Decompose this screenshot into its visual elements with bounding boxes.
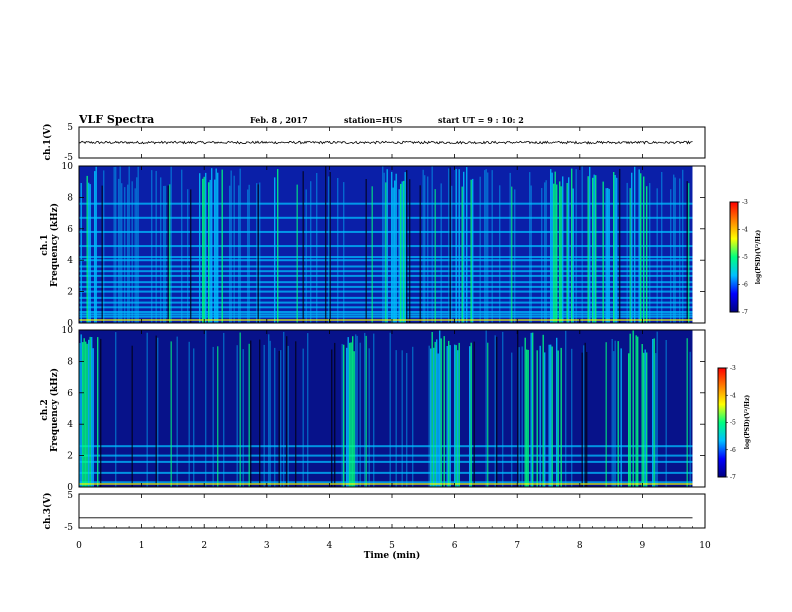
ch1-colorbar: -3 -4 -5 -6 -7 log(PSD)(V²/Hz) xyxy=(729,199,762,316)
ch1-ytick-bottom: -5 xyxy=(64,153,73,163)
ytick-label: 2 xyxy=(67,452,73,462)
ytick-label: 2 xyxy=(67,288,73,298)
ytick-label: 8 xyxy=(67,357,73,367)
ch2-frequency-ylabel: Frequency (kHz) xyxy=(49,368,60,452)
ch1-channel-label: ch.1 xyxy=(40,234,50,255)
colorbar-tick-label: -5 xyxy=(742,254,748,261)
ch1-waveform-trace xyxy=(78,140,693,145)
colorbar-tick-label: -5 xyxy=(730,420,736,427)
colorbar-tick-label: -3 xyxy=(730,365,736,372)
ch1-colorbar-label: log(PSD)(V²/Hz) xyxy=(755,230,762,285)
xtick-label: 8 xyxy=(577,541,583,551)
colorbar-tick-label: -6 xyxy=(730,447,736,454)
start-time-label: start UT = 9 : 10: 2 xyxy=(438,115,524,125)
xtick-label: 3 xyxy=(264,541,270,551)
ytick-label: 6 xyxy=(67,389,73,399)
ch1-spectrogram-yticks: 0 2 4 6 8 10 xyxy=(62,162,705,329)
ch2-colorbar-label: log(PSD)(V²/Hz) xyxy=(744,395,751,450)
station-label: station=HUS xyxy=(344,115,403,125)
ytick-label: 6 xyxy=(67,225,73,235)
xtick-label: 4 xyxy=(327,541,333,551)
ch2-colorbar-gradient xyxy=(718,368,726,477)
colorbar-tick-label: -4 xyxy=(742,227,748,234)
ch1-colorbar-gradient xyxy=(730,202,738,312)
ytick-label: 0 xyxy=(67,483,73,493)
ch2-spectrogram-image xyxy=(79,330,693,487)
colorbar-tick-label: -3 xyxy=(742,199,748,206)
ch2-colorbar: -3 -4 -5 -6 -7 log(PSD)(V²/Hz) xyxy=(717,365,751,481)
colorbar-tick-label: -7 xyxy=(730,474,736,481)
time-axis: 0 1 2 3 4 5 6 7 8 9 10 xyxy=(76,127,711,551)
xtick-label: 10 xyxy=(699,541,711,551)
xtick-label: 6 xyxy=(452,541,458,551)
ch1-spectrogram-panel: 0 2 4 6 8 10 ch.1 Frequency (kHz) xyxy=(40,162,706,329)
colorbar-tick-label: -7 xyxy=(742,309,748,316)
xtick-label: 1 xyxy=(139,541,145,551)
xtick-label: 5 xyxy=(389,541,395,551)
ytick-label: 4 xyxy=(67,420,73,430)
ytick-label: 0 xyxy=(67,319,73,329)
colorbar-tick-label: -6 xyxy=(742,282,748,289)
ch3-ytick-bottom: -5 xyxy=(64,523,73,533)
ch3-ytick-top: 5 xyxy=(67,491,73,501)
xtick-label: 0 xyxy=(76,541,82,551)
ch1-ytick-top: 5 xyxy=(67,123,73,133)
ch2-spectrogram-yticks: 0 2 4 6 8 10 xyxy=(62,326,705,493)
ytick-label: 10 xyxy=(62,326,74,336)
xtick-label: 2 xyxy=(201,541,207,551)
colorbar-tick-label: -4 xyxy=(730,392,736,399)
figure-title: VLF Spectra xyxy=(78,113,154,126)
ytick-label: 8 xyxy=(67,193,73,203)
ch2-spectrogram-panel: 0 2 4 6 8 10 ch.2 Frequency (kHz) xyxy=(40,326,706,493)
date-label: Feb. 8 , 2017 xyxy=(250,115,308,125)
ch1-frequency-ylabel: Frequency (kHz) xyxy=(49,203,60,287)
ch2-colorbar-ticks: -3 -4 -5 -6 -7 xyxy=(726,365,736,481)
xtick-label: 7 xyxy=(514,541,520,551)
ch2-channel-label: ch.2 xyxy=(40,399,50,420)
ch3-waveform-frame xyxy=(78,493,706,529)
ytick-label: 10 xyxy=(62,162,74,172)
ytick-label: 4 xyxy=(67,256,73,266)
ch1-spectrogram-image xyxy=(79,166,693,323)
ch3-waveform-ylabel: ch.3(V) xyxy=(42,493,53,530)
ch1-colorbar-ticks: -3 -4 -5 -6 -7 xyxy=(738,199,748,316)
ch1-waveform-ylabel: ch.1(V) xyxy=(42,124,53,161)
time-xlabel: Time (min) xyxy=(364,550,421,561)
xtick-label: 9 xyxy=(640,541,646,551)
